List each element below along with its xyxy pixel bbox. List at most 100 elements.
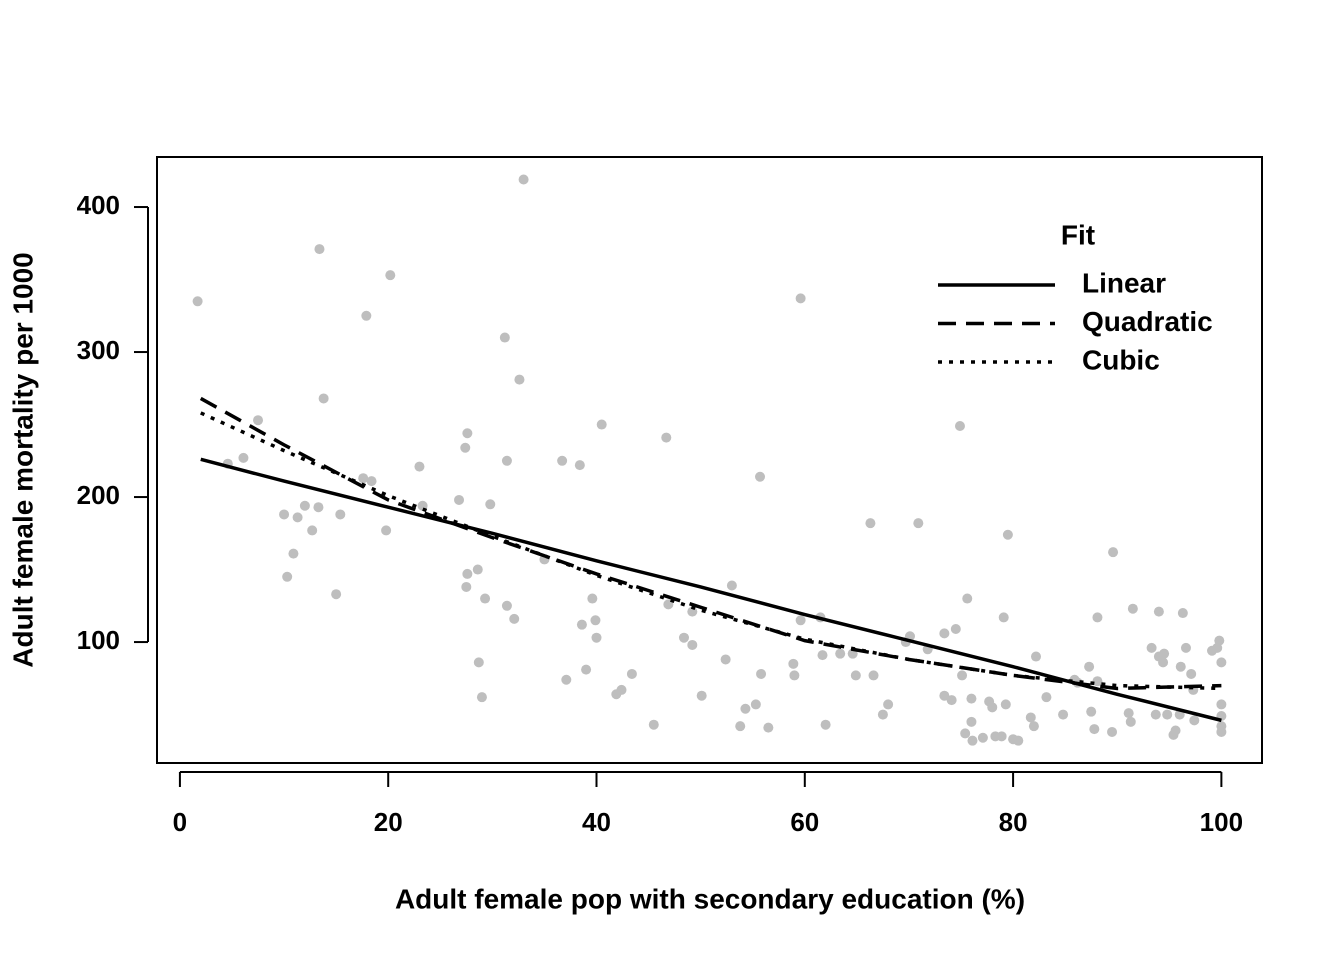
data-point [726, 580, 737, 591]
data-point [1127, 603, 1138, 614]
fit-line [200, 457, 1222, 723]
data-point [1086, 706, 1097, 717]
data-point [1150, 709, 1161, 720]
data-point [1002, 529, 1013, 540]
data-point [313, 502, 324, 513]
data-point [1177, 608, 1188, 619]
data-point [1159, 648, 1170, 659]
x-tick-label: 60 [790, 807, 819, 837]
data-point [461, 581, 472, 592]
data-point [358, 473, 369, 484]
data-point [740, 703, 751, 714]
data-point [596, 419, 607, 430]
data-point [996, 731, 1007, 742]
data-point [1158, 657, 1169, 668]
data-point [788, 658, 799, 669]
legend-title: Fit [1061, 219, 1095, 250]
data-point [795, 293, 806, 304]
legend-label: Linear [1082, 267, 1166, 298]
data-point [1092, 676, 1103, 687]
data-point [817, 650, 828, 661]
data-point [1107, 726, 1118, 737]
data-point [318, 393, 329, 404]
data-point [501, 600, 512, 611]
data-point [966, 693, 977, 704]
data-point [473, 657, 484, 668]
data-point [307, 525, 318, 536]
data-point [950, 624, 961, 635]
legend-label: Quadratic [1082, 306, 1213, 337]
data-point [514, 374, 525, 385]
data-point [518, 174, 529, 185]
fit-line [200, 411, 1222, 691]
data-point [616, 684, 627, 695]
data-point [590, 615, 601, 626]
data-point [750, 699, 761, 710]
data-point [366, 476, 377, 487]
data-point [789, 670, 800, 681]
data-point [966, 716, 977, 727]
data-point [962, 593, 973, 604]
data-point [591, 632, 602, 643]
data-point [292, 512, 303, 523]
y-tick-label: 200 [77, 480, 120, 510]
data-point [1125, 716, 1136, 727]
y-tick-label: 400 [77, 190, 120, 220]
data-point [850, 670, 861, 681]
data-point [687, 639, 698, 650]
data-point [587, 593, 598, 604]
data-point [576, 619, 587, 630]
data-point [696, 690, 707, 701]
data-point [288, 548, 299, 559]
data-point [574, 460, 585, 471]
x-axis-label: Adult female pop with secondary educatio… [395, 883, 1025, 914]
y-tick-label: 300 [77, 335, 120, 365]
data-point [480, 593, 491, 604]
y-tick-label: 100 [77, 625, 120, 655]
data-point [835, 648, 846, 659]
data-point [987, 702, 998, 713]
data-point [954, 420, 965, 431]
data-point [509, 613, 520, 624]
data-point [501, 455, 512, 466]
data-point [472, 564, 483, 575]
data-point [946, 695, 957, 706]
data-point [1216, 699, 1227, 710]
data-point [1180, 642, 1191, 653]
data-point [1041, 692, 1052, 703]
data-point [462, 568, 473, 579]
data-point [1092, 612, 1103, 623]
data-point [282, 571, 293, 582]
fit-line [199, 396, 1222, 691]
data-point [460, 442, 471, 453]
data-point [883, 699, 894, 710]
data-point [661, 432, 672, 443]
data-point [1146, 642, 1157, 653]
data-point [1216, 726, 1227, 737]
data-point [865, 518, 876, 529]
data-point [977, 732, 988, 743]
data-point [385, 270, 396, 281]
data-point [314, 244, 325, 255]
data-point [1170, 725, 1181, 736]
data-point [581, 664, 592, 675]
data-point [253, 415, 264, 426]
data-point [1153, 606, 1164, 617]
x-tick-label: 40 [582, 807, 611, 837]
data-point [299, 500, 310, 511]
data-point [755, 471, 766, 482]
data-point [238, 452, 249, 463]
data-point [557, 455, 568, 466]
data-point [720, 654, 731, 665]
data-point [1089, 724, 1100, 735]
data-point [1025, 712, 1036, 723]
y-axis-label: Adult female mortality per 1000 [7, 252, 38, 667]
data-point [998, 612, 1009, 623]
data-point [1084, 661, 1095, 672]
data-point [678, 632, 689, 643]
data-point [1000, 699, 1011, 710]
data-point [1108, 547, 1119, 558]
data-point [939, 690, 950, 701]
data-point [462, 428, 473, 439]
